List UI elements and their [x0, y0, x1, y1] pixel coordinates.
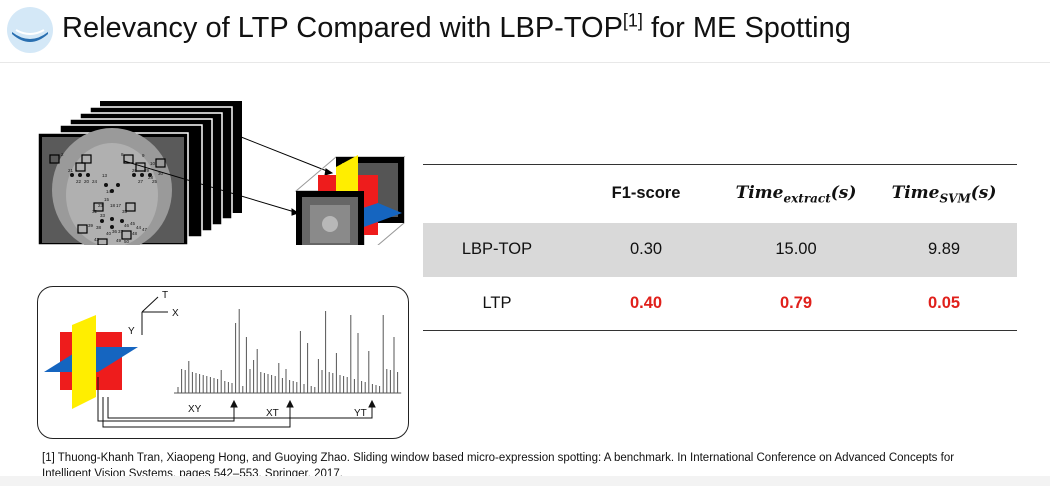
- table-row: LTP 0.40 0.79 0.05: [423, 276, 1017, 331]
- landmark-label: 10: [150, 161, 156, 166]
- landmark-label: 45: [130, 221, 136, 226]
- header-time-extract-unit: (s): [830, 182, 857, 203]
- header-time-svm-unit: (s): [970, 182, 997, 203]
- plane-xy-label: XY: [188, 404, 202, 415]
- landmark-label: 17: [116, 203, 122, 208]
- header-time-svm-sub: SVM: [939, 190, 971, 205]
- ltp-diagram: T X Y XY XT YT: [44, 290, 402, 428]
- landmark-label: 20: [84, 179, 90, 184]
- header-time-extract-sub: extract: [783, 190, 831, 205]
- landmark-label: 9: [142, 153, 145, 158]
- landmark-label: 15: [104, 197, 110, 202]
- landmark-label: 21: [68, 168, 74, 173]
- landmark-label: 13: [102, 173, 108, 178]
- title-divider: [0, 62, 1050, 63]
- landmark-label: 47: [142, 227, 148, 232]
- landmark-label: 22: [76, 179, 82, 184]
- landmark-label: 44: [136, 225, 142, 230]
- plane-labels: XY XT YT: [188, 404, 367, 419]
- landmark-label: 35: [122, 209, 128, 214]
- yt-plane: [72, 315, 96, 409]
- landmark-labels: 2 8 10 9 21 22 26 20 27 24 13 29 28 25 3…: [61, 152, 164, 244]
- slide-title: Relevancy of LTP Compared with LBP-TOP[1…: [62, 10, 851, 45]
- landmark-label: 49: [116, 238, 122, 243]
- face-frames-figure: 2 8 10 9 21 22 26 20 27 24 13 29 28 25 3…: [37, 101, 406, 245]
- landmark-label: 2: [61, 152, 64, 157]
- header-method: [423, 164, 571, 223]
- results-table: F1-score Timeextract(s) TimeSVM(s) LBP-T…: [423, 164, 1017, 331]
- header-time-extract: Timeextract(s): [721, 164, 871, 223]
- landmark-label: 38: [96, 225, 102, 230]
- landmark-label: 18: [110, 203, 116, 208]
- landmark-points: [70, 173, 152, 229]
- ltp-diagram-panel: T X Y XY XT YT: [37, 286, 409, 439]
- cell-time-extract: 15.00: [775, 240, 817, 258]
- title-main: Relevancy of LTP Compared with LBP-TOP: [62, 12, 623, 44]
- header-time-svm-main: Time: [891, 182, 940, 203]
- landmark-label: 50: [124, 239, 130, 244]
- landmark-label: 43: [94, 237, 100, 242]
- landmark-label: 33: [100, 213, 106, 218]
- header-f1-score: F1-score: [571, 164, 721, 223]
- title-suffix: for ME Spotting: [642, 12, 851, 44]
- landmark-label: 40: [106, 231, 112, 236]
- histogram: [174, 309, 402, 394]
- landmark-label: 14: [106, 189, 112, 194]
- university-logo: [7, 7, 53, 53]
- orthogonal-planes: [44, 315, 138, 409]
- face-image: 2 8 10 9 21 22 26 20 27 24 13 29 28 25 3…: [42, 128, 184, 245]
- landmark-label: 39: [88, 223, 94, 228]
- axis-y-label: Y: [128, 326, 135, 337]
- cell-time-extract: 0.79: [721, 276, 871, 331]
- axis-t-label: T: [162, 290, 168, 301]
- axis-x-label: X: [172, 308, 179, 319]
- table-row: LBP-TOP 0.30 15.00 9.89: [423, 222, 1017, 277]
- landmark-label: 24: [92, 179, 98, 184]
- plane-connectors: [97, 377, 376, 428]
- landmark-label: 46: [124, 223, 130, 228]
- table-header-row: F1-score Timeextract(s) TimeSVM(s): [423, 164, 1017, 223]
- cell-time-svm: 0.05: [871, 276, 1017, 331]
- landmark-label: 8: [121, 152, 124, 157]
- landmark-label: 48: [132, 231, 138, 236]
- landmark-label: 29: [144, 168, 150, 173]
- landmark-label: 32: [92, 209, 98, 214]
- landmark-label: 23: [98, 203, 104, 208]
- landmark-label: 30: [158, 171, 164, 176]
- landmark-label: 36: [112, 229, 118, 234]
- plane-xt-label: XT: [266, 408, 279, 419]
- cell-method: LTP: [423, 276, 571, 331]
- feature-cube: [294, 155, 406, 245]
- title-reference: [1]: [622, 10, 643, 31]
- header-time-svm: TimeSVM(s): [871, 164, 1017, 223]
- landmark-label: 37: [118, 229, 124, 234]
- landmark-label: 27: [138, 179, 144, 184]
- axis-labels: T X Y: [128, 290, 179, 337]
- cell-f1: 0.30: [629, 240, 663, 258]
- landmark-label: 28: [148, 175, 154, 180]
- cell-f1: 0.40: [571, 276, 721, 331]
- landmark-label: 26: [132, 168, 138, 173]
- bottom-strip: [0, 476, 1050, 486]
- plane-yt-label: YT: [354, 408, 367, 419]
- header-time-extract-main: Time: [735, 182, 784, 203]
- landmark-label: 25: [152, 179, 158, 184]
- cell-method: LBP-TOP: [461, 240, 533, 258]
- cell-time-svm: 9.89: [927, 240, 961, 258]
